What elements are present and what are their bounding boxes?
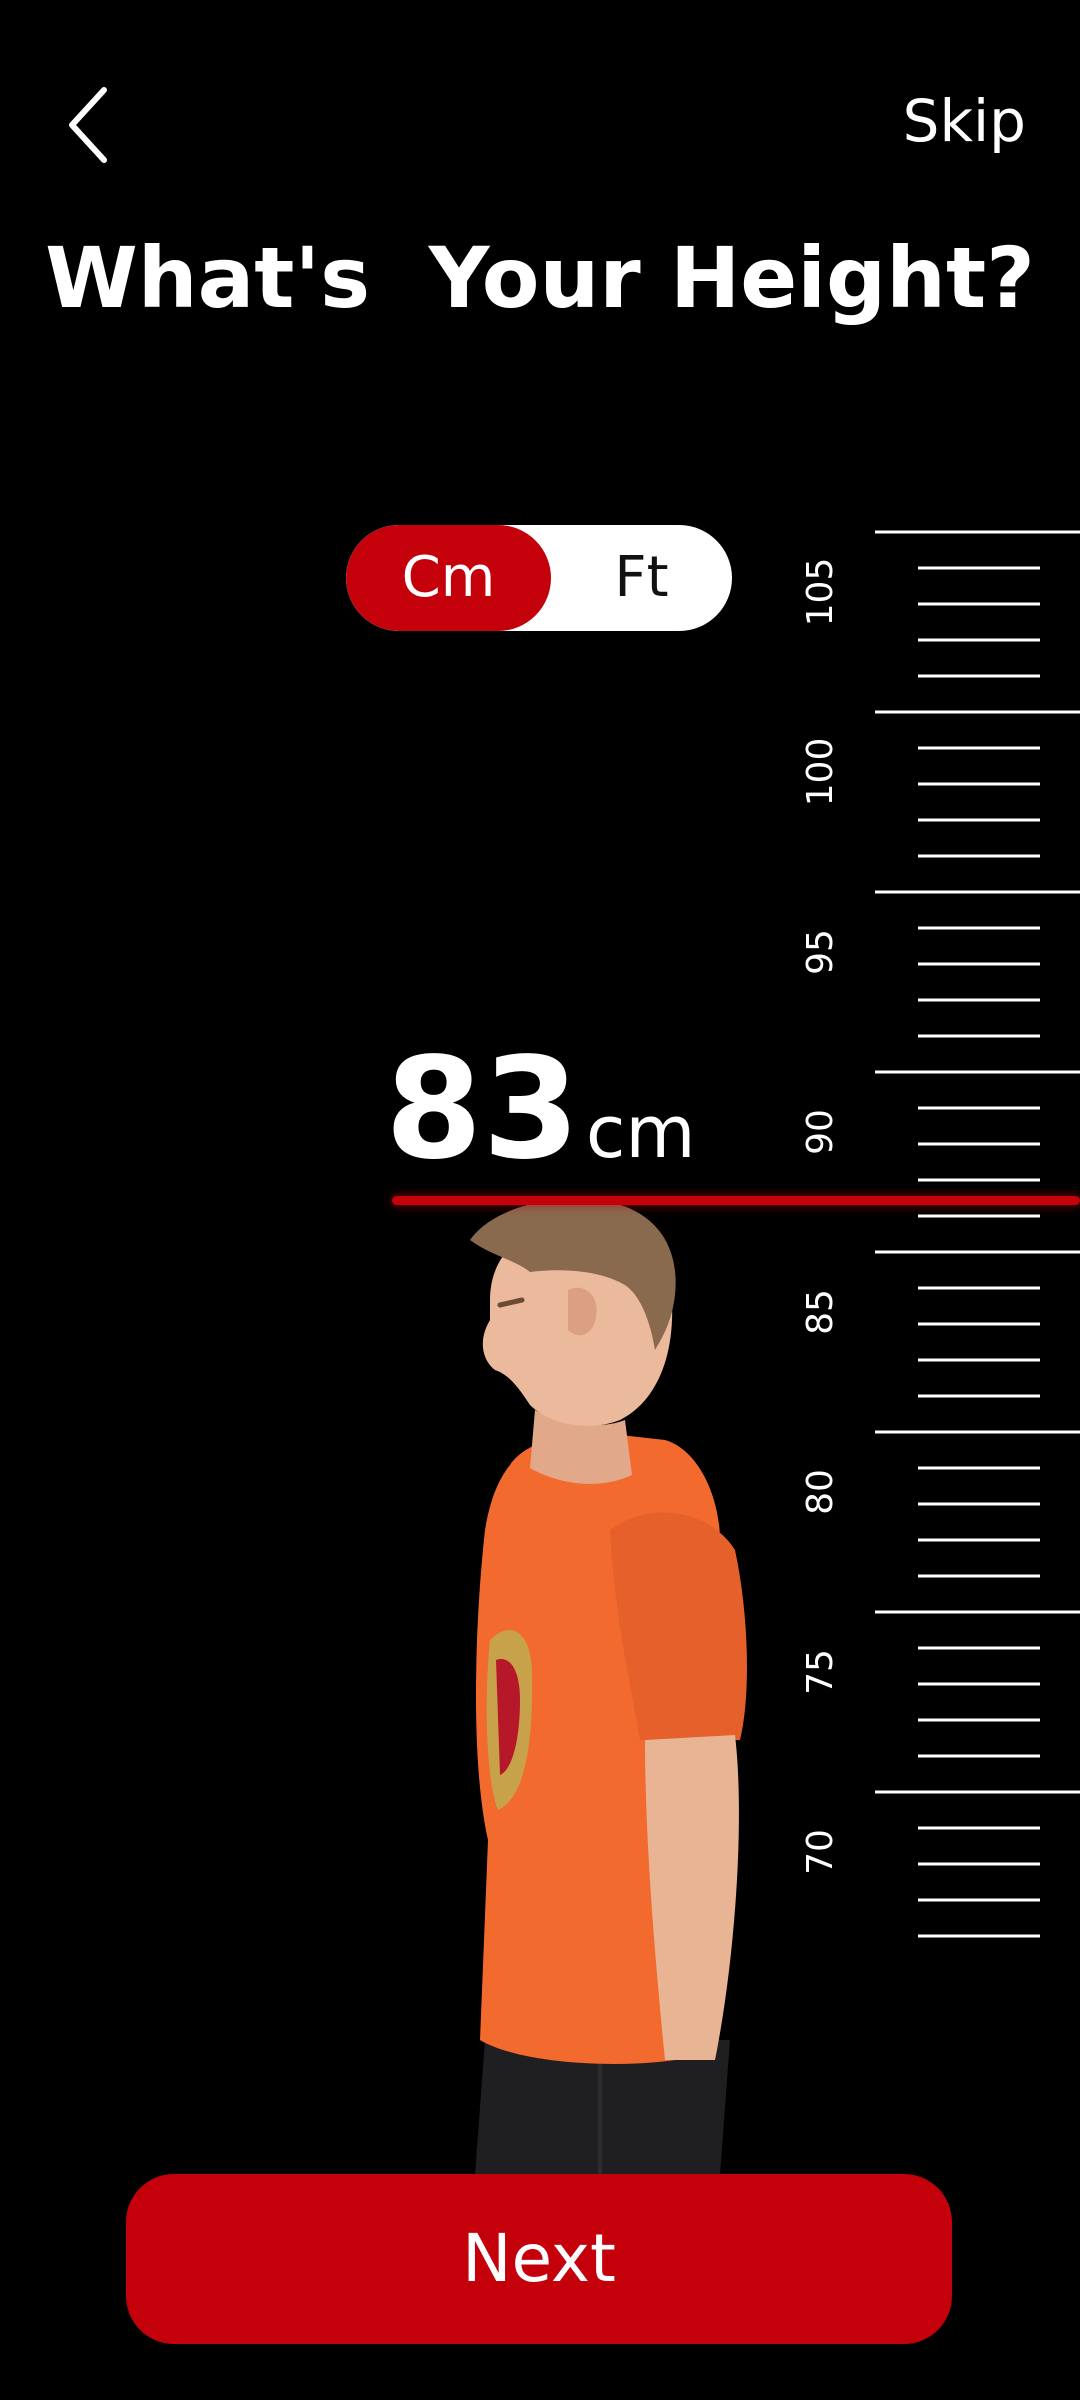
skip-button[interactable]: Skip — [902, 87, 1026, 155]
ruler-scale[interactable]: 105 100 95 90 85 80 75 70 — [780, 520, 1080, 2040]
height-unit: cm — [585, 1090, 696, 1174]
ruler-label: 80 — [800, 1469, 841, 1515]
ruler-label: 70 — [800, 1829, 841, 1875]
unit-option-cm[interactable]: Cm — [346, 525, 551, 631]
ruler-label: 100 — [800, 738, 841, 807]
person-figure — [470, 1198, 747, 2175]
ruler-label: 95 — [800, 929, 841, 975]
height-ruler[interactable]: 105 100 95 90 85 80 75 70 — [780, 520, 1080, 2040]
unit-toggle[interactable]: Cm Ft — [346, 525, 732, 631]
next-button[interactable]: Next — [126, 2174, 952, 2344]
ruler-label: 90 — [800, 1109, 841, 1155]
back-button[interactable] — [60, 80, 120, 170]
height-value: 83 — [385, 1028, 580, 1191]
unit-option-ft[interactable]: Ft — [614, 545, 669, 610]
ruler-label: 85 — [800, 1289, 841, 1335]
person-silhouette-image — [450, 1198, 780, 2175]
height-indicator-line — [392, 1196, 1080, 1205]
chevron-left-icon — [69, 87, 107, 163]
top-bar: Skip — [0, 0, 1080, 240]
ruler-label: 105 — [800, 558, 841, 627]
page-title: What's Your Height? — [45, 229, 1035, 327]
ruler-label: 75 — [800, 1649, 841, 1695]
height-readout: 83cm — [385, 1030, 696, 1190]
